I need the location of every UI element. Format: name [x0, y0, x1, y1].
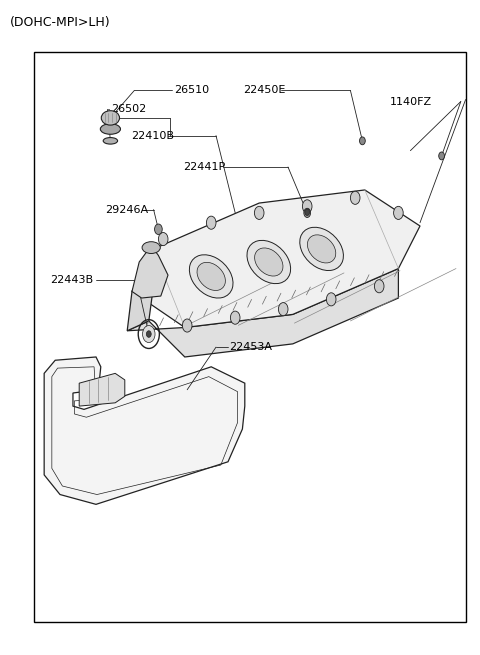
Ellipse shape: [101, 111, 120, 125]
Polygon shape: [127, 269, 398, 357]
Text: 1140FZ: 1140FZ: [390, 96, 432, 107]
Circle shape: [254, 206, 264, 219]
Circle shape: [146, 331, 151, 337]
Ellipse shape: [190, 255, 233, 298]
Polygon shape: [79, 373, 125, 406]
Circle shape: [439, 152, 444, 160]
Ellipse shape: [142, 242, 160, 253]
Circle shape: [302, 200, 312, 213]
Polygon shape: [132, 246, 168, 298]
Text: 29246A: 29246A: [106, 204, 149, 215]
Circle shape: [374, 280, 384, 293]
Circle shape: [394, 206, 403, 219]
Ellipse shape: [247, 240, 290, 284]
Text: 22450E: 22450E: [243, 85, 285, 96]
Bar: [34, 52, 466, 622]
Text: 22410B: 22410B: [132, 130, 175, 141]
Circle shape: [155, 224, 162, 234]
Circle shape: [326, 293, 336, 306]
Circle shape: [143, 326, 155, 343]
Ellipse shape: [300, 227, 343, 271]
Polygon shape: [132, 190, 420, 328]
Polygon shape: [44, 357, 245, 504]
Circle shape: [350, 191, 360, 204]
Circle shape: [305, 209, 310, 215]
Ellipse shape: [254, 248, 283, 276]
Text: 26502: 26502: [111, 104, 146, 115]
Circle shape: [304, 208, 311, 217]
Ellipse shape: [307, 235, 336, 263]
Text: 22453A: 22453A: [229, 342, 273, 352]
Circle shape: [230, 311, 240, 324]
Circle shape: [182, 319, 192, 332]
Circle shape: [278, 303, 288, 316]
Ellipse shape: [197, 263, 226, 290]
Circle shape: [206, 216, 216, 229]
Ellipse shape: [103, 138, 118, 144]
Circle shape: [158, 233, 168, 246]
Text: 22443B: 22443B: [50, 275, 94, 286]
Ellipse shape: [100, 124, 120, 134]
Text: 26510: 26510: [174, 85, 209, 96]
Text: 22441P: 22441P: [183, 162, 226, 172]
Text: (DOHC-MPI>LH): (DOHC-MPI>LH): [10, 16, 110, 29]
Polygon shape: [127, 249, 154, 331]
Circle shape: [360, 137, 365, 145]
